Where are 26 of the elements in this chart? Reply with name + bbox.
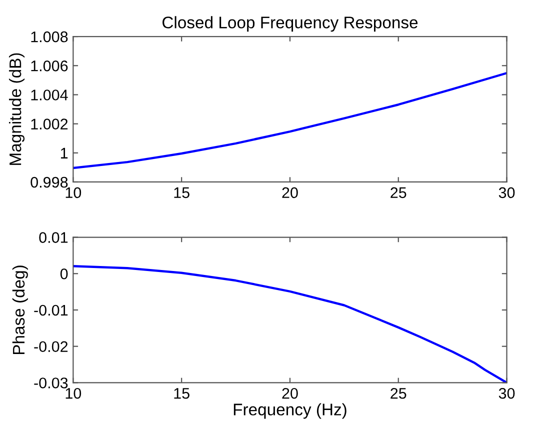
y-axis-title: Phase (deg)	[12, 266, 28, 354]
x-tick-label: 15	[174, 388, 190, 399]
y-tick-label: 1	[60, 148, 68, 158]
y-tick-label: -0.01	[34, 304, 68, 316]
x-tick-label: 25	[390, 388, 406, 399]
x-tick-label: 30	[498, 388, 515, 399]
y-tick-label: -0.03	[34, 378, 68, 388]
x-tick-label: 10	[66, 187, 82, 198]
y-tick-label: 1.004	[31, 90, 68, 100]
y-axis-title: Magnitude (dB)	[8, 53, 25, 165]
y-tick-label: 1.006	[31, 60, 68, 72]
y-tick-label: -0.02	[34, 341, 68, 352]
y-tick-label: 0.998	[30, 176, 68, 188]
line-series	[73, 72, 507, 170]
x-tick-label: 15	[174, 187, 190, 198]
x-tick-label: 25	[390, 187, 406, 198]
chart-title: Closed Loop Frequency Response	[162, 16, 418, 32]
x-tick-label: 30	[498, 187, 515, 198]
y-tick-label: 1.002	[31, 118, 68, 130]
x-tick-label: 20	[282, 388, 298, 399]
y-tick-label: 0	[60, 268, 68, 280]
x-axis-title: Frequency (Hz)	[234, 403, 346, 419]
x-tick-label: 10	[66, 388, 82, 399]
x-tick-label: 20	[282, 187, 298, 198]
y-tick-label: 0.01	[39, 232, 68, 243]
y-tick-label: 1.008	[31, 31, 68, 42]
